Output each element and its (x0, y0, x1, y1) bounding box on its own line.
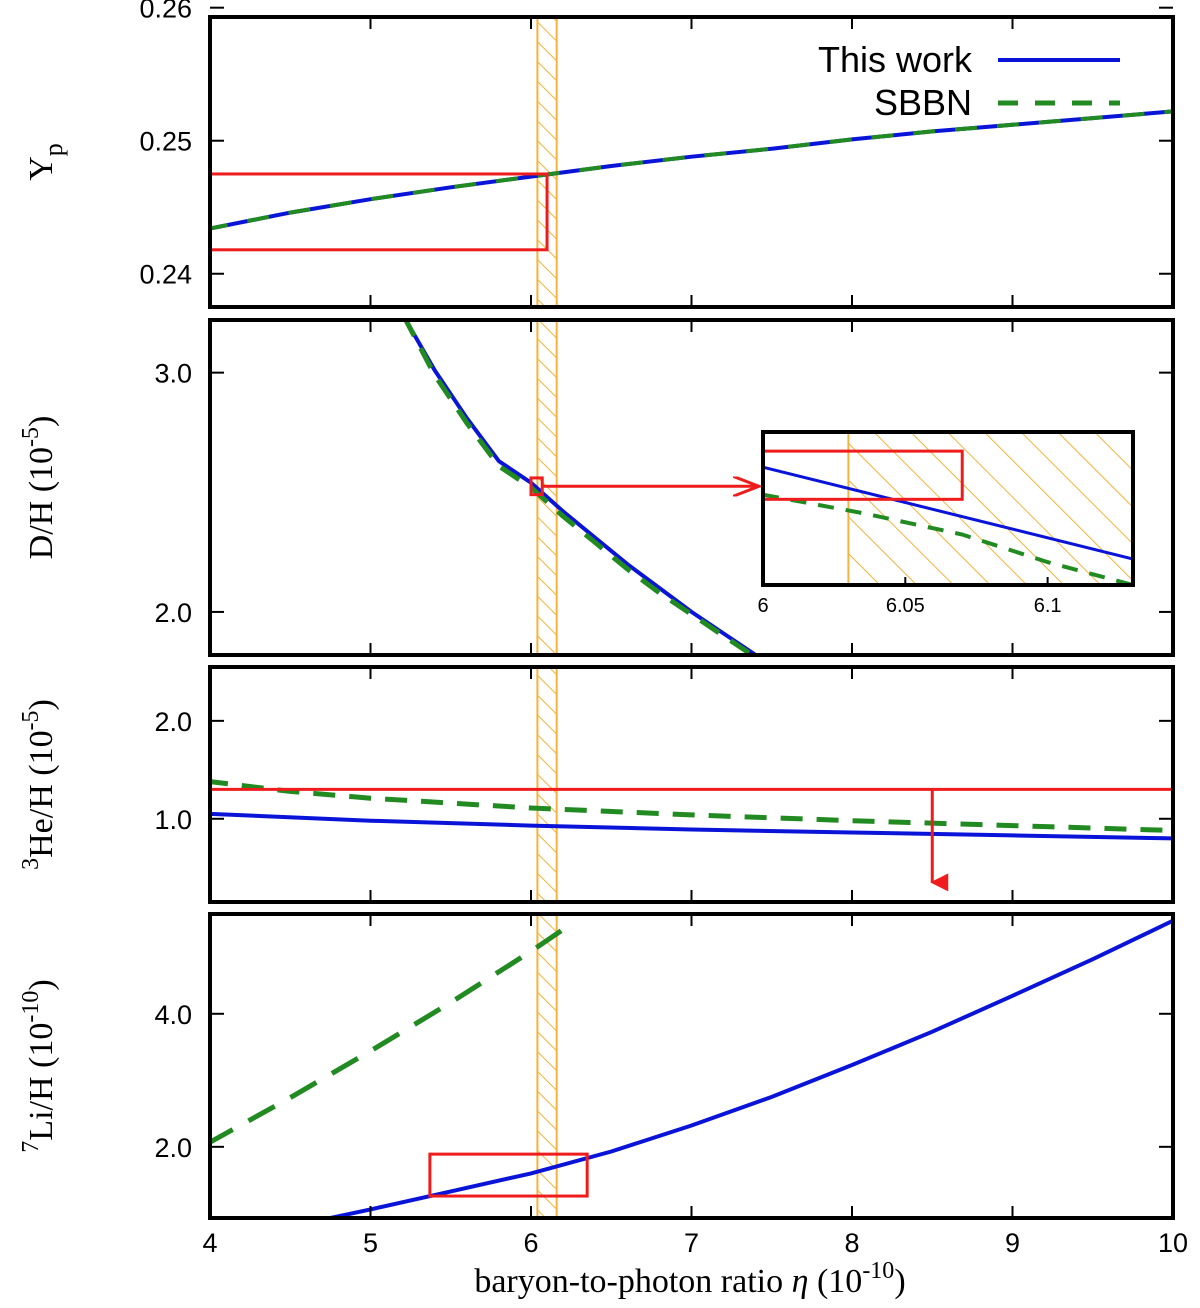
plot-area-li7 (210, 914, 1173, 1218)
x-tick-label-10: 10 (1158, 1228, 1188, 1258)
series-line-sbbn-dh (403, 320, 757, 655)
x-tick-label-9: 9 (1005, 1228, 1020, 1258)
y-tick-label-0.26-yp: 0.26 (139, 0, 192, 24)
inset-eta-band-hatch (848, 432, 1133, 585)
x-tick-label-4: 4 (202, 1228, 217, 1258)
eta-band-hatch-li7 (537, 914, 557, 1218)
plot-area-dh (403, 320, 757, 655)
series-line-this-work-dh (404, 320, 757, 655)
y-axis-label-he3: 3He/H (10-5) (18, 699, 60, 870)
plot-area-yp (210, 17, 1173, 307)
x-tick-label-8: 8 (844, 1228, 859, 1258)
series-line-this-work-li7 (329, 918, 1173, 1218)
x-tick-label-5: 5 (363, 1228, 378, 1258)
panel-frame-li7 (208, 912, 1175, 1220)
y-axis-label-yp: Yp (23, 143, 68, 181)
y-axis-label-li7: 7Li/H (10-10) (18, 979, 60, 1152)
y-tick-label-1.0-he3: 1.0 (154, 805, 192, 835)
inset-series-line-sbbn (763, 492, 1133, 585)
inset-series-line-this-work (763, 465, 1133, 561)
legend-label-this-work: This work (818, 39, 973, 80)
x-tick-label-7: 7 (684, 1228, 699, 1258)
plot-area-he3 (210, 667, 1173, 902)
series-line-this-work-yp (210, 109, 1173, 231)
x-axis-tick-labels: 4 5 6 7 8 9 10 (202, 1228, 1188, 1258)
y-tick-label-2.0-dh: 2.0 (154, 598, 192, 628)
panel-frame-he3 (208, 665, 1175, 904)
series-line-sbbn-yp (210, 109, 1173, 231)
y-tick-label-2.0-li7: 2.0 (154, 1133, 192, 1163)
y-tick-label-4.0-li7: 4.0 (154, 1000, 192, 1030)
panel-dh: 2.0 3.0 D/H (10-5) 6 6.05 6.1 (18, 318, 1175, 657)
x-axis-label: baryon-to-photon ratio η (10-10) (474, 1258, 905, 1300)
series-line-this-work-he3 (210, 811, 1173, 841)
panel-he3: 1.0 2.0 3He/H (10-5) (18, 665, 1175, 904)
series-line-sbbn-he3 (210, 779, 1173, 833)
y-axis-label-dh: D/H (10-5) (18, 416, 60, 560)
panel-yp: 0.24 0.25 0.26 Yp (23, 0, 1175, 309)
y-tick-label-3.0-dh: 3.0 (154, 359, 192, 389)
inset-plot-area (763, 432, 1133, 585)
inset-x-tick-label-6: 6 (757, 595, 768, 617)
inset-frame (761, 430, 1135, 587)
inset-x-tick-label-6.05: 6.05 (886, 595, 925, 617)
inset-dh: 6 6.05 6.1 (757, 430, 1135, 617)
series-line-sbbn-li7 (210, 921, 573, 1145)
eta-band-hatch-yp (537, 17, 557, 307)
observation-box-li7 (428, 1152, 589, 1198)
eta-band-hatch-he3 (537, 667, 557, 902)
y-tick-label-0.24-yp: 0.24 (139, 260, 192, 290)
legend-label-sbbn: SBBN (874, 82, 972, 123)
inset-x-tick-label-6.1: 6.1 (1034, 595, 1062, 617)
panels-group: 0.24 0.25 0.26 Yp 2.0 3.0 D/H (10-5) 6 6.05 6.1 1.… (18, 0, 1175, 1220)
y-tick-label-2.0-he3: 2.0 (154, 707, 192, 737)
observation-box-yp (208, 172, 549, 252)
y-tick-label-0.25-yp: 0.25 (139, 127, 192, 157)
x-tick-label-6: 6 (523, 1228, 538, 1258)
panel-li7: 2.0 4.0 7Li/H (10-10) (18, 912, 1175, 1220)
